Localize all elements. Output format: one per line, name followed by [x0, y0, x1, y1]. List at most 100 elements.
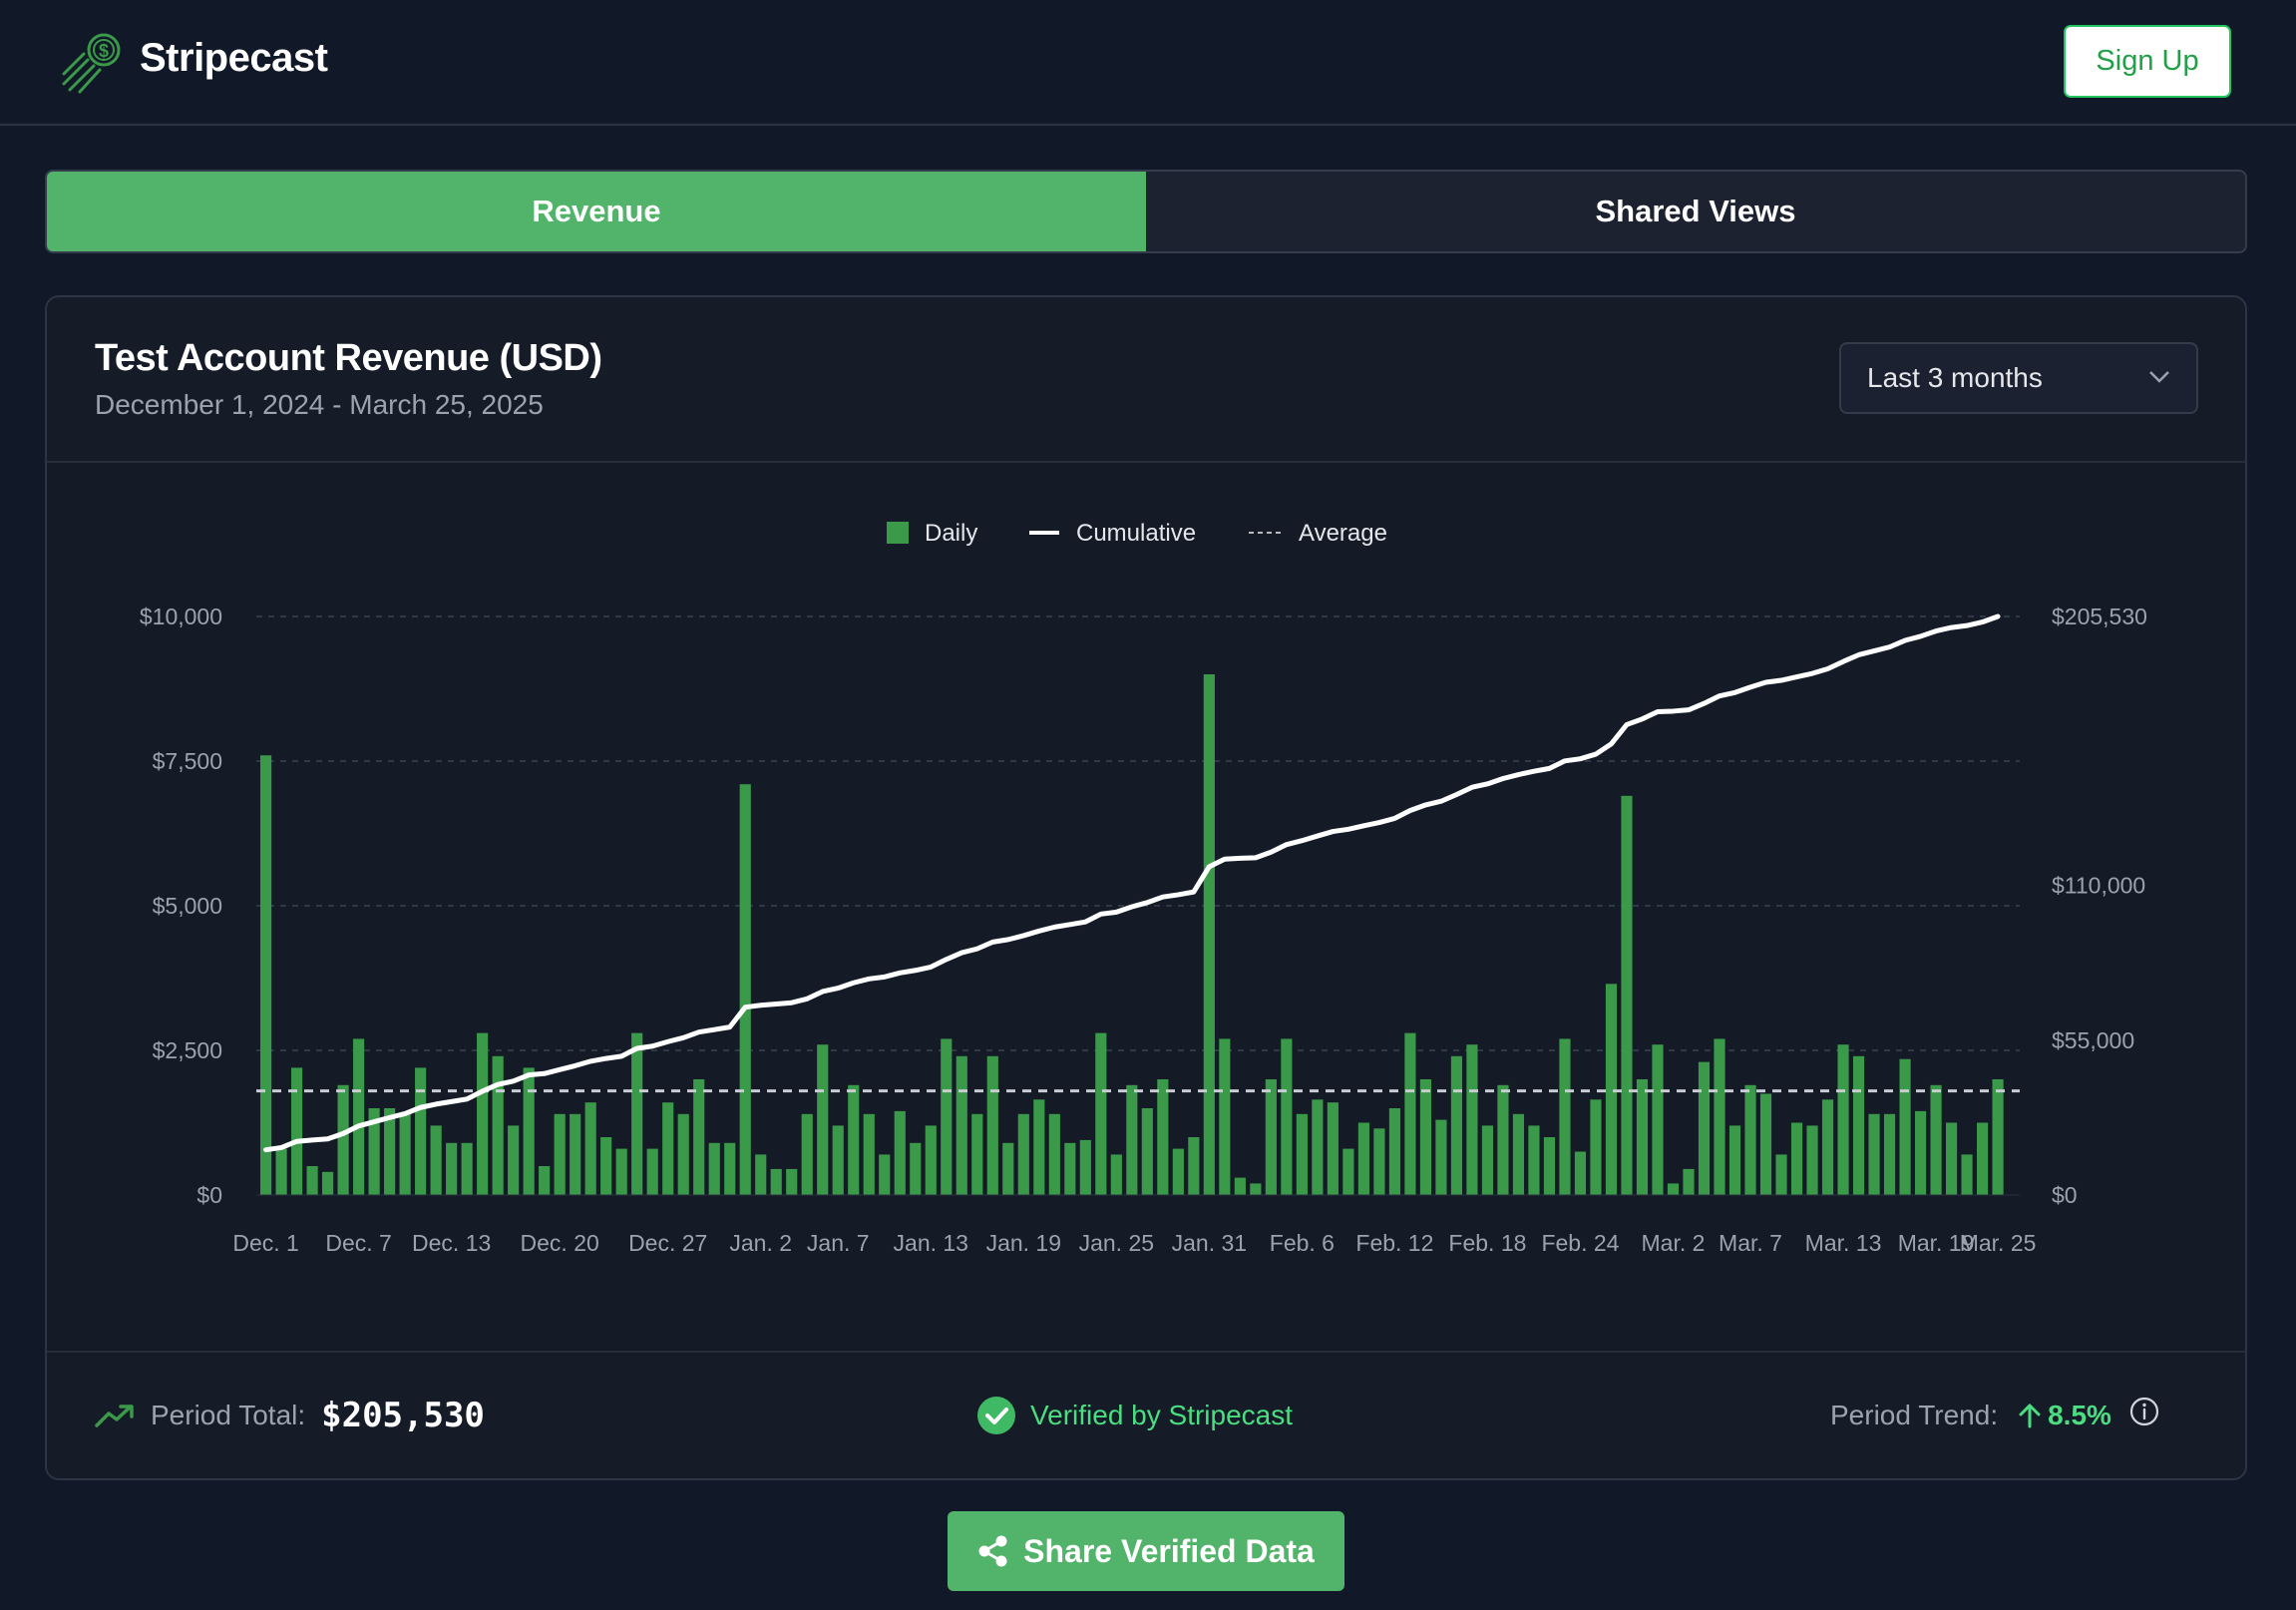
daily-bar: [1728, 1125, 1741, 1195]
x-tick-label: Feb. 6: [1270, 1230, 1335, 1256]
daily-bar: [786, 1168, 798, 1195]
daily-bar: [492, 1055, 504, 1195]
daily-bar: [1621, 795, 1633, 1195]
svg-text:$: $: [99, 41, 109, 61]
daily-bar: [1327, 1102, 1339, 1195]
daily-bar: [353, 1038, 365, 1195]
daily-bar: [430, 1125, 442, 1195]
daily-bar: [1312, 1099, 1324, 1195]
time-range-value: Last 3 months: [1867, 362, 2043, 393]
daily-bar: [1852, 1055, 1865, 1195]
daily-bar: [1667, 1183, 1680, 1195]
top-bar: $ Stripecast Sign Up: [0, 0, 2296, 126]
x-tick-label: Dec. 27: [628, 1230, 707, 1256]
period-trend-label: Period Trend:: [1830, 1400, 1999, 1430]
daily-bar: [1466, 1044, 1478, 1195]
daily-bar: [1450, 1055, 1463, 1195]
daily-bar: [1048, 1113, 1060, 1195]
daily-bar: [646, 1148, 658, 1195]
legend-daily-swatch: [887, 522, 909, 544]
card-title: Test Account Revenue (USD): [95, 337, 602, 379]
daily-bar: [1883, 1113, 1896, 1195]
x-tick-label: Jan. 7: [807, 1230, 870, 1256]
y-right-tick-label: $55,000: [2052, 1027, 2134, 1053]
daily-bar: [1141, 1108, 1153, 1195]
legend-cumulative-label: Cumulative: [1076, 520, 1196, 547]
daily-bar: [1512, 1113, 1525, 1195]
x-tick-label: Mar. 7: [1719, 1230, 1782, 1256]
x-tick-label: Mar. 25: [1960, 1230, 2037, 1256]
daily-bar: [863, 1113, 875, 1195]
daily-bar: [1203, 674, 1215, 1195]
daily-bar: [770, 1168, 782, 1195]
daily-bar: [925, 1125, 937, 1195]
daily-bar: [554, 1113, 566, 1195]
daily-bar: [1188, 1137, 1200, 1195]
period-trend: Period Trend: 8.5%: [1830, 1353, 2159, 1478]
daily-bar: [801, 1113, 813, 1195]
legend-daily-label: Daily: [925, 520, 977, 547]
period-total-label: Period Total:: [151, 1400, 306, 1430]
daily-bar: [677, 1113, 689, 1195]
daily-bar: [523, 1067, 535, 1195]
daily-bar: [1435, 1119, 1447, 1195]
y-right-tick-label: $0: [2052, 1182, 2078, 1208]
daily-bar: [1388, 1108, 1400, 1195]
share-label: Share Verified Data: [1023, 1532, 1315, 1569]
x-tick-label: Mar. 2: [1642, 1230, 1706, 1256]
daily-bar: [1821, 1099, 1834, 1195]
daily-bar: [1064, 1142, 1076, 1195]
daily-bar: [1652, 1044, 1664, 1195]
daily-bar: [1590, 1099, 1602, 1195]
daily-bar: [1543, 1137, 1556, 1195]
daily-bar: [1419, 1079, 1431, 1195]
daily-bar: [1126, 1084, 1138, 1195]
brand-name[interactable]: Stripecast: [140, 36, 328, 80]
period-total: Period Total: $205,530: [95, 1353, 485, 1478]
daily-bar: [817, 1044, 829, 1195]
daily-bar: [1033, 1099, 1045, 1195]
daily-bar: [1265, 1079, 1277, 1195]
daily-bar: [1605, 984, 1618, 1195]
daily-bar: [1945, 1122, 1958, 1195]
daily-bar: [399, 1113, 411, 1195]
x-tick-label: Mar. 19: [1898, 1230, 1975, 1256]
tab-revenue[interactable]: Revenue: [47, 172, 1146, 251]
share-verified-data-button[interactable]: Share Verified Data: [948, 1511, 1344, 1591]
daily-bar: [708, 1142, 720, 1195]
daily-bar: [508, 1125, 520, 1195]
daily-bar: [368, 1108, 380, 1195]
daily-bar: [662, 1102, 674, 1195]
y-left-tick-label: $10,000: [140, 604, 222, 629]
x-tick-label: Feb. 24: [1541, 1230, 1619, 1256]
time-range-select[interactable]: Last 3 months: [1839, 342, 2198, 414]
daily-bar: [461, 1142, 473, 1195]
daily-bar: [600, 1137, 612, 1195]
x-tick-label: Mar. 13: [1805, 1230, 1882, 1256]
daily-bar: [1868, 1113, 1880, 1195]
daily-bar: [477, 1032, 489, 1195]
sign-up-button[interactable]: Sign Up: [2064, 25, 2231, 98]
tab-shared-views[interactable]: Shared Views: [1595, 194, 1796, 228]
y-left-tick-label: $7,500: [153, 748, 222, 774]
daily-bar: [956, 1055, 967, 1195]
x-tick-label: Feb. 12: [1355, 1230, 1433, 1256]
daily-bar: [1759, 1093, 1772, 1195]
y-left-tick-label: $0: [196, 1182, 222, 1208]
info-icon[interactable]: [2129, 1397, 2159, 1426]
verified-badge: Verified by Stripecast: [976, 1353, 1293, 1478]
daily-bar: [739, 784, 751, 1195]
y-left-tick-label: $2,500: [153, 1037, 222, 1063]
period-total-value: $205,530: [321, 1396, 485, 1435]
daily-bar: [724, 1142, 736, 1195]
daily-bar: [384, 1108, 396, 1195]
logo-icon: $: [62, 33, 121, 94]
daily-bar: [1744, 1084, 1756, 1195]
daily-bar: [755, 1154, 767, 1195]
legend-average-label: Average: [1299, 520, 1387, 547]
chevron-down-icon: [2149, 371, 2169, 383]
daily-bar: [1930, 1084, 1942, 1195]
daily-bar: [275, 1148, 287, 1195]
daily-bar: [971, 1113, 983, 1195]
daily-bar: [1002, 1142, 1014, 1195]
